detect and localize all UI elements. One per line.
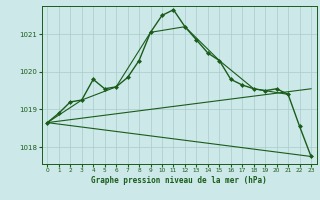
X-axis label: Graphe pression niveau de la mer (hPa): Graphe pression niveau de la mer (hPa)	[91, 176, 267, 185]
